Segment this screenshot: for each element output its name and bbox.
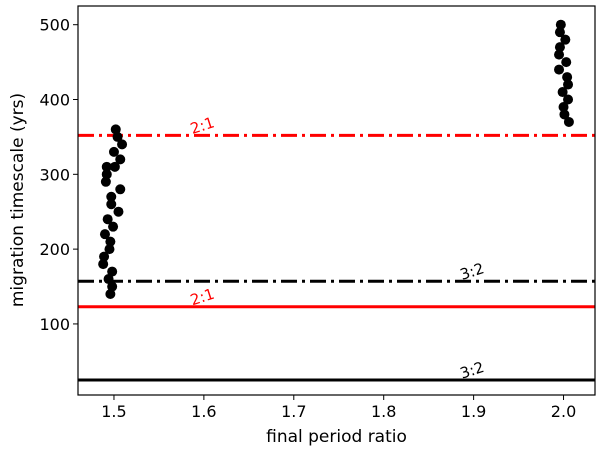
data-point <box>563 94 574 105</box>
data-point <box>104 244 115 255</box>
data-point <box>563 116 574 127</box>
data-point <box>107 281 118 292</box>
data-point <box>112 131 123 142</box>
x-tick-label: 1.6 <box>191 402 216 421</box>
y-axis-label: migration timescale (yrs) <box>8 93 28 307</box>
y-tick-label: 200 <box>39 240 70 259</box>
data-point <box>107 266 118 277</box>
y-tick-label: 300 <box>39 165 70 184</box>
data-point <box>99 229 110 240</box>
data-point <box>105 236 116 247</box>
data-point <box>554 49 565 60</box>
data-point <box>101 161 112 172</box>
plot-frame <box>77 5 596 396</box>
data-point <box>113 206 124 217</box>
data-point <box>108 146 119 157</box>
data-point <box>98 259 109 270</box>
y-tick-label: 500 <box>39 16 70 35</box>
x-tick-label: 1.8 <box>371 402 396 421</box>
data-point <box>554 27 565 38</box>
data-point <box>558 101 569 112</box>
data-point <box>117 139 128 150</box>
x-tick-label: 1.9 <box>461 402 486 421</box>
data-point <box>555 19 566 30</box>
axis-ticks: 1.5 1.6 1.7 1.8 1.9 2.0 100 200 300 400 500 <box>39 16 576 421</box>
data-point <box>115 154 126 165</box>
data-point <box>557 87 568 98</box>
data-point <box>108 221 119 232</box>
data-point <box>100 176 111 187</box>
data-point <box>101 169 112 180</box>
data-point <box>106 191 117 202</box>
data-point <box>554 64 565 75</box>
reference-line-label-0: 2:1 <box>188 113 217 138</box>
x-tick-label: 1.5 <box>101 402 126 421</box>
data-point <box>560 34 571 45</box>
data-point <box>109 161 120 172</box>
x-axis-label: final period ratio <box>266 427 407 447</box>
data-point <box>110 124 121 135</box>
y-tick-label: 100 <box>39 315 70 334</box>
data-point <box>103 274 114 285</box>
data-point <box>105 289 116 300</box>
data-point <box>559 109 570 120</box>
plot-area: 2:13:22:13:2 <box>78 19 595 383</box>
data-point <box>563 79 574 90</box>
data-point <box>562 72 573 83</box>
y-tick-label: 400 <box>39 91 70 110</box>
data-point <box>554 42 565 53</box>
data-point <box>561 57 572 68</box>
x-tick-label: 1.7 <box>281 402 306 421</box>
data-point <box>106 199 117 210</box>
x-tick-label: 2.0 <box>551 402 576 421</box>
data-point <box>99 251 110 262</box>
reference-line-label-1: 3:2 <box>458 259 487 284</box>
data-point <box>102 214 113 225</box>
data-point <box>115 184 126 195</box>
